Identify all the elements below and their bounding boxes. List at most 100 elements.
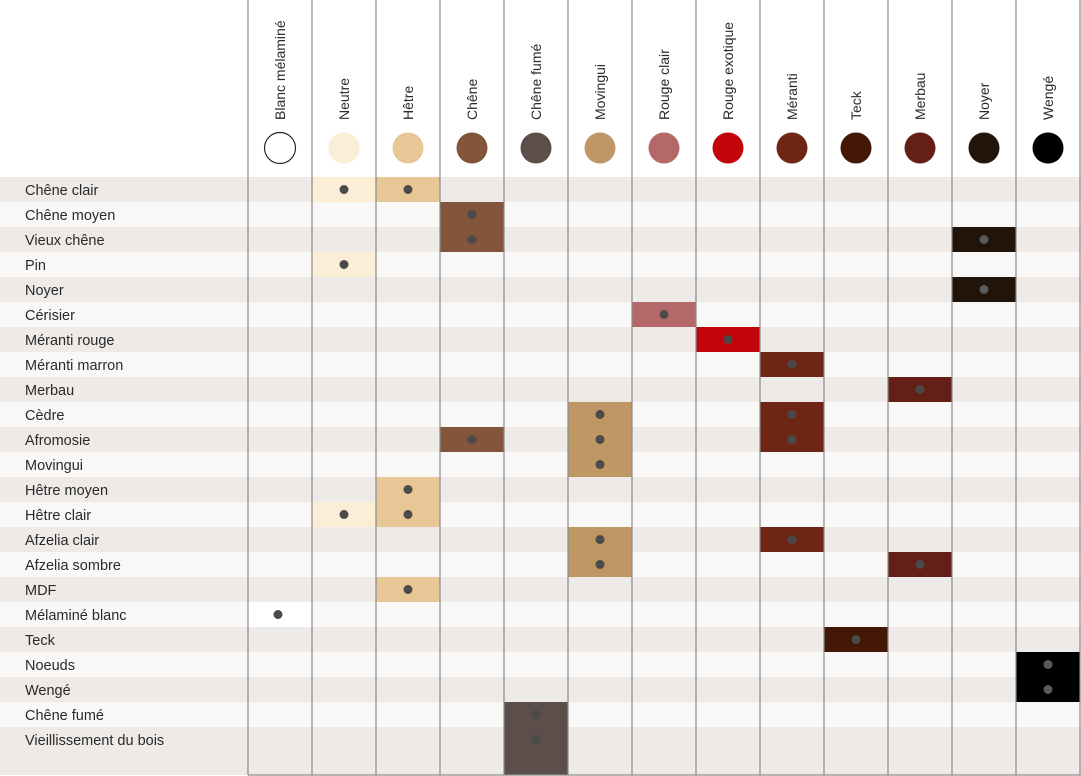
column-header-chene: Chêne (464, 79, 480, 120)
column-header-hetre: Hêtre (400, 86, 416, 120)
swatch-chene-fume (520, 132, 552, 164)
marker-mdf-hetre (403, 585, 413, 594)
swatch-chene (456, 132, 488, 164)
swatch-noyer (968, 132, 1000, 164)
row-label-chene-clair: Chêne clair (25, 183, 99, 199)
cell-fill-chene (440, 202, 504, 252)
swatch-rouge-clair (648, 132, 680, 164)
swatch-blanc-melamine (263, 131, 297, 165)
row-band (0, 627, 1081, 652)
row-label-vieux-chene: Vieux chêne (25, 233, 105, 249)
row-label-chene-moyen: Chêne moyen (25, 208, 115, 224)
marker-vieux-chene-chene (467, 235, 477, 244)
row-band (0, 652, 1081, 677)
row-band (0, 477, 1081, 502)
marker-afromosie-chene (467, 435, 477, 444)
row-band (0, 277, 1081, 302)
row-band (0, 327, 1081, 352)
column-header-noyer: Noyer (976, 82, 992, 120)
row-label-movingui: Movingui (25, 458, 83, 474)
column-headers: Blanc mélaminé Neutre Hêtre Chêne Chêne fumé… (272, 20, 1056, 120)
cell-fill-meranti (760, 402, 824, 452)
row-label-hetre-clair: Hêtre clair (25, 508, 91, 524)
marker-afromosie-meranti (787, 435, 797, 444)
row-label-meranti-marron: Méranti marron (25, 358, 123, 374)
marker-teck-teck (851, 635, 861, 644)
marker-chene-clair-neutre (339, 185, 349, 194)
marker-pin-neutre (339, 260, 349, 269)
row-band (0, 452, 1081, 477)
column-header-blanc-melamine: Blanc mélaminé (272, 20, 288, 120)
marker-merbau-merbau (915, 385, 925, 394)
row-band (0, 677, 1081, 702)
row-label-cerisier: Cérisier (25, 308, 75, 324)
row-label-cedre: Cèdre (25, 408, 65, 424)
row-label-teck: Teck (25, 633, 56, 649)
column-header-chene-fume: Chêne fumé (528, 44, 544, 120)
marker-melamine-blanc-blanc-melamine (273, 610, 283, 619)
swatch-meranti (776, 132, 808, 164)
row-band (0, 602, 1081, 627)
column-header-rouge-exotique: Rouge exotique (720, 22, 736, 120)
swatch-teck (840, 132, 872, 164)
marker-noyer-noyer (979, 285, 989, 294)
cell-fill-movingui (568, 527, 632, 577)
column-header-movingui: Movingui (592, 64, 608, 120)
row-band (0, 527, 1081, 552)
column-header-neutre: Neutre (336, 78, 352, 120)
marker-hetre-moyen-hetre (403, 485, 413, 494)
row-labels: Chêne clair Chêne moyen Vieux chêne Pin Noye… (25, 183, 164, 749)
row-bands (0, 177, 1081, 775)
marker-chene-moyen-chene (467, 210, 477, 219)
row-band (0, 227, 1081, 252)
row-label-afzelia-clair: Afzelia clair (25, 533, 99, 549)
marker-movingui-movingui (595, 460, 605, 469)
row-band (0, 502, 1081, 527)
cell-fill-hetre (376, 477, 440, 527)
column-header-meranti: Méranti (784, 73, 800, 120)
marker-chene-fume-chene-fume (531, 710, 541, 719)
marker-meranti-rouge-rouge-exotique (723, 335, 733, 344)
row-label-vieillissement-du-bois: Vieillissement du bois (25, 733, 164, 749)
row-label-pin: Pin (25, 258, 46, 274)
marker-afromosie-movingui (595, 435, 605, 444)
row-label-melamine-blanc: Mélaminé blanc (25, 608, 127, 624)
marker-hetre-clair-neutre (339, 510, 349, 519)
marker-cerisier-rouge-clair (659, 310, 669, 319)
row-label-meranti-rouge: Méranti rouge (25, 333, 114, 349)
marker-afzelia-sombre-movingui (595, 560, 605, 569)
row-label-noyer: Noyer (25, 283, 64, 299)
row-label-chene-fume: Chêne fumé (25, 708, 104, 724)
row-band (0, 402, 1081, 427)
row-label-wenge: Wengé (25, 683, 71, 699)
marker-hetre-clair-hetre (403, 510, 413, 519)
row-label-hetre-moyen: Hêtre moyen (25, 483, 108, 499)
compatibility-markers (273, 185, 1053, 744)
marker-afzelia-sombre-merbau (915, 560, 925, 569)
column-header-wenge: Wengé (1040, 76, 1056, 120)
row-band (0, 252, 1081, 277)
row-band (0, 202, 1081, 227)
marker-noeuds-wenge (1043, 660, 1053, 669)
row-band (0, 427, 1081, 452)
marker-cedre-movingui (595, 410, 605, 419)
swatch-rouge-exotique (712, 132, 744, 164)
marker-afzelia-clair-movingui (595, 535, 605, 544)
marker-meranti-marron-meranti (787, 360, 797, 369)
column-header-merbau: Merbau (912, 73, 928, 120)
color-swatches (263, 131, 1064, 165)
marker-afzelia-clair-meranti (787, 535, 797, 544)
column-header-rouge-clair: Rouge clair (656, 49, 672, 120)
marker-chene-clair-hetre (403, 185, 413, 194)
column-header-teck: Teck (848, 90, 864, 120)
marker-vieillissement-du-bois-chene-fume (531, 735, 541, 744)
row-label-afromosie: Afromosie (25, 433, 90, 449)
row-band (0, 352, 1081, 377)
row-band (0, 177, 1081, 202)
swatch-movingui (584, 132, 616, 164)
cell-fill-wenge (1016, 652, 1080, 702)
row-band (0, 302, 1081, 327)
column-dividers (247, 0, 1081, 776)
swatch-hetre (392, 132, 424, 164)
